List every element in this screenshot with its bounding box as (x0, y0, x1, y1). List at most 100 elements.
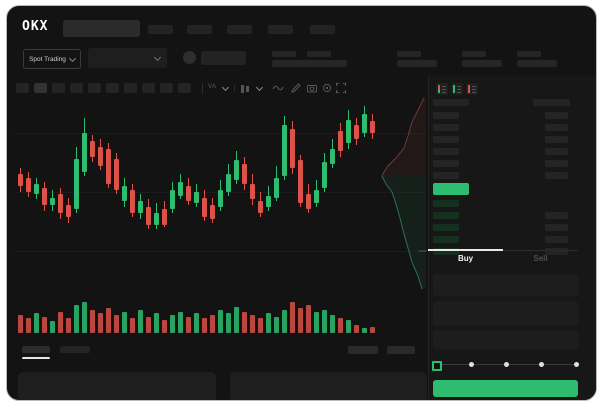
bid-row[interactable] (433, 248, 459, 255)
market-type-dropdown[interactable]: Spot Trading (23, 49, 81, 69)
stat-value-placeholder (517, 60, 557, 67)
volume-bar (50, 321, 55, 333)
price-input[interactable] (433, 274, 578, 296)
bid-size-placeholder (545, 248, 568, 255)
candle (338, 131, 343, 151)
stat-label-placeholder (462, 51, 486, 57)
volume-bar (170, 314, 175, 333)
stat-label-placeholder (517, 51, 541, 57)
candle (354, 125, 359, 139)
interval-button[interactable] (178, 83, 191, 93)
ask-row[interactable] (433, 148, 459, 155)
search-input[interactable] (63, 20, 140, 37)
candle (226, 174, 231, 192)
total-input[interactable] (433, 330, 578, 349)
book-asks-icon[interactable] (466, 83, 478, 95)
candle (250, 183, 255, 200)
 (472, 89, 476, 90)
pair-selector-dropdown[interactable] (88, 48, 167, 68)
chart-footer-button[interactable] (348, 346, 378, 354)
interval-button[interactable] (160, 83, 173, 93)
candle (314, 189, 319, 204)
candle (306, 193, 311, 210)
nav-item-placeholder[interactable] (187, 25, 212, 34)
 (442, 92, 446, 93)
interval-button[interactable] (16, 83, 29, 93)
ask-row[interactable] (433, 112, 459, 119)
book-split-icon[interactable] (436, 83, 448, 95)
bid-row[interactable] (433, 224, 459, 231)
candle (90, 140, 95, 157)
volume-bar (274, 316, 279, 333)
candle (218, 189, 223, 208)
candle (130, 189, 135, 214)
chart-tab[interactable] (60, 346, 90, 353)
bid-row[interactable] (433, 200, 459, 207)
ask-row[interactable] (433, 136, 459, 143)
last-price-indicator[interactable] (433, 183, 469, 195)
orderbook-header-placeholder (533, 99, 570, 106)
nav-item-placeholder[interactable] (227, 25, 252, 34)
volume-bar (306, 304, 311, 333)
overlay-selector[interactable]: VA (208, 84, 217, 90)
book-bids-icon[interactable] (451, 83, 463, 95)
interval-button[interactable] (88, 83, 101, 93)
amount-input[interactable] (433, 301, 578, 326)
slider-stop-dot[interactable] (504, 362, 509, 367)
slider-stop-dot[interactable] (469, 362, 474, 367)
 (468, 85, 470, 93)
tab-sell[interactable]: Sell (533, 254, 548, 263)
candle (18, 174, 23, 186)
stat-value-placeholder (272, 60, 312, 67)
settings-icon[interactable] (321, 82, 333, 94)
fullscreen-icon[interactable] (335, 82, 347, 94)
ask-row[interactable] (433, 124, 459, 131)
okx-logo[interactable]: OKX (22, 19, 49, 34)
buy-submit-button[interactable] (433, 380, 578, 397)
nav-item-placeholder[interactable] (310, 25, 335, 34)
interval-button[interactable] (142, 83, 155, 93)
volume-bar (106, 308, 111, 333)
depth-chart (381, 97, 426, 290)
volume-bar (130, 318, 135, 333)
chevron-down-icon[interactable] (221, 83, 230, 92)
pencil-icon[interactable] (290, 82, 302, 94)
stat-pair (272, 6, 320, 67)
interval-button[interactable] (34, 83, 47, 93)
nav-item-placeholder[interactable] (268, 25, 293, 34)
interval-button[interactable] (70, 83, 83, 93)
candle (66, 205, 71, 217)
candle (258, 201, 263, 214)
volume-bar (178, 311, 183, 333)
 (442, 89, 446, 90)
volume-bar (58, 311, 63, 333)
interval-button[interactable] (52, 83, 65, 93)
stat-label-placeholder (397, 51, 421, 57)
chart-tab-active[interactable] (22, 346, 50, 353)
chevron-down-icon[interactable] (255, 83, 264, 92)
slider-stop-dot[interactable] (574, 362, 579, 367)
bid-row[interactable] (433, 236, 459, 243)
volume-bar (266, 313, 271, 333)
nav-item-placeholder[interactable] (148, 25, 173, 34)
ask-row[interactable] (433, 160, 459, 167)
camera-icon[interactable] (306, 82, 318, 94)
volume-bar (82, 301, 87, 333)
candle-type-icon[interactable] (241, 84, 251, 94)
interval-button[interactable] (124, 83, 137, 93)
 (457, 89, 461, 90)
slider-stop-dot[interactable] (539, 362, 544, 367)
volume-bar (234, 306, 239, 333)
candle (194, 191, 199, 204)
ask-row[interactable] (433, 172, 459, 179)
 (438, 89, 440, 93)
wave-icon[interactable] (272, 82, 284, 94)
trade-tabs-divider (428, 250, 578, 251)
active-tab-underline (22, 357, 50, 359)
interval-button[interactable] (106, 83, 119, 93)
bid-row[interactable] (433, 212, 459, 219)
tab-buy[interactable]: Buy (457, 254, 474, 263)
slider-handle[interactable] (432, 361, 442, 371)
chart-footer-button[interactable] (387, 346, 415, 354)
volume-bar (322, 309, 327, 333)
